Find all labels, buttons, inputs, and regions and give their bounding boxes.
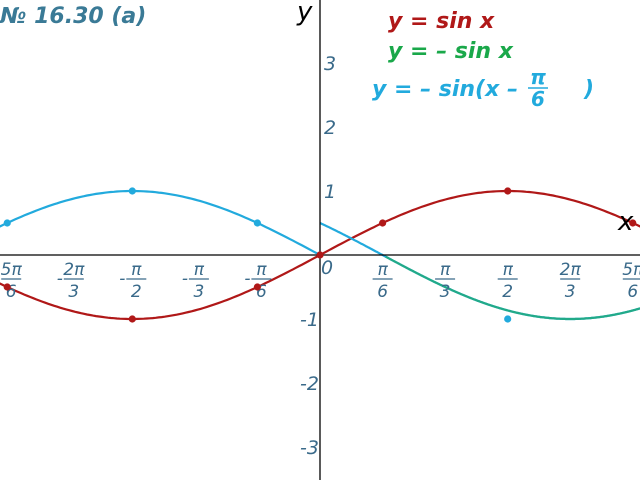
markers-group: [3, 187, 637, 323]
y-axis-label: y: [296, 0, 313, 27]
series-2-segment-1: [319, 221, 640, 321]
y-tick-label: 1: [324, 181, 336, 203]
svg-text:3: 3: [68, 282, 79, 302]
x-tick-label: π2: [497, 260, 518, 302]
svg-text:π: π: [377, 260, 388, 280]
svg-text:y = – sin x: y = – sin x: [388, 39, 514, 64]
svg-text:-: -: [244, 269, 250, 289]
svg-text:π: π: [530, 65, 546, 89]
svg-text:3: 3: [565, 282, 576, 302]
ticks-group: 321-1-2-3-3π2-7π6-π-5π6-2π3-π2-π3-π6π6π3…: [0, 53, 640, 459]
series-0-point: [253, 283, 261, 291]
svg-text:2π: 2π: [63, 260, 85, 280]
svg-text:5π: 5π: [622, 260, 640, 280]
x-axis-label: x: [617, 207, 634, 237]
y-tick-label: -3: [300, 437, 319, 459]
x-tick-label: 2π3: [560, 260, 582, 302]
svg-text:3: 3: [193, 282, 204, 302]
y-tick-label: 3: [324, 53, 336, 75]
problem-number: № 16.30 (а): [0, 4, 147, 29]
svg-text:): ): [583, 77, 594, 102]
svg-text:y = – sin(x –: y = – sin(x –: [372, 77, 518, 102]
x-tick-label: 5π6: [622, 260, 640, 302]
series-0-point: [316, 251, 324, 259]
origin-label: 0: [321, 257, 333, 279]
svg-text:π: π: [131, 260, 142, 280]
series-0-point: [128, 315, 136, 323]
x-tick-label: π3: [435, 260, 456, 302]
legend-entry: y = – sin(x – π6): [372, 65, 594, 111]
series-2-point: [504, 315, 512, 323]
svg-text:-: -: [119, 269, 125, 289]
x-tick-label: -2π3: [57, 260, 85, 302]
svg-text:6: 6: [256, 282, 267, 302]
series-0-point: [629, 219, 637, 227]
svg-text:π: π: [256, 260, 267, 280]
series-0-point: [3, 283, 11, 291]
y-tick-label: -2: [300, 373, 319, 395]
svg-text:π: π: [503, 260, 514, 280]
y-tick-label: -1: [300, 309, 319, 331]
series-1-point: [128, 187, 136, 195]
x-tick-label: - π6: [244, 260, 272, 302]
series-1-line: [0, 189, 321, 256]
series-2-overlay: [385, 255, 640, 321]
svg-text:6: 6: [377, 282, 388, 302]
svg-text:y = sin x: y = sin x: [388, 9, 495, 34]
legend-group: y = sin x y = – sin x y = – sin(x – π6): [372, 9, 594, 111]
series-1-point: [253, 219, 261, 227]
svg-text:2π: 2π: [560, 260, 582, 280]
y-tick-label: 2: [324, 117, 336, 139]
svg-text:π: π: [440, 260, 451, 280]
svg-text:6: 6: [531, 87, 545, 111]
svg-text:2: 2: [502, 282, 513, 302]
x-tick-label: - π2: [119, 260, 147, 302]
series-1-point: [3, 219, 11, 227]
svg-text:2: 2: [131, 282, 142, 302]
svg-text:3: 3: [440, 282, 451, 302]
svg-text:5π: 5π: [1, 260, 23, 280]
svg-text:-: -: [182, 269, 188, 289]
svg-text:6: 6: [6, 282, 17, 302]
svg-text:-: -: [57, 269, 63, 289]
x-tick-label: -5π6: [0, 260, 23, 302]
legend-entry: y = sin x: [388, 9, 495, 34]
series-0-point: [379, 219, 387, 227]
legend-entry: y = – sin x: [388, 39, 514, 64]
x-tick-label: π6: [372, 260, 393, 302]
series-0-point: [504, 187, 512, 195]
svg-text:π: π: [194, 260, 205, 280]
x-tick-label: - π3: [182, 260, 209, 302]
svg-text:6: 6: [627, 282, 638, 302]
